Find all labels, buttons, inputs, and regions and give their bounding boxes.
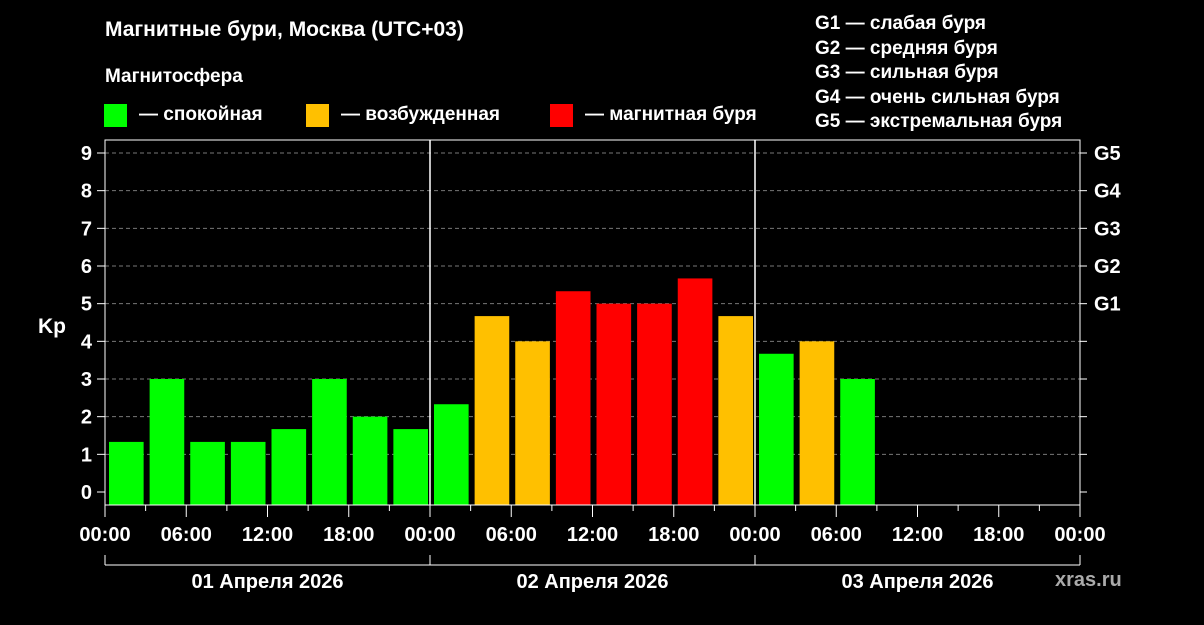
watermark: xras.ru	[1055, 569, 1122, 591]
legend-label-active: — возбужденная	[341, 104, 501, 125]
g-legend-g5: G5 — экстремальная буря	[815, 111, 1063, 133]
legend-item-storm: — магнитная буря	[550, 102, 757, 128]
g-scale-legend: G1 — слабая буря G2 — средняя буря G3 — …	[815, 12, 1062, 135]
legend-swatch-storm	[550, 103, 573, 127]
x-tick-label: 06:00	[811, 524, 862, 546]
g-legend-g1: G1 — слабая буря	[815, 13, 987, 34]
y-tick-label: 0	[81, 482, 92, 504]
bar	[434, 404, 469, 505]
chart-subtitle: Магнитосфера	[105, 66, 243, 87]
right-tick-label: G4	[1094, 181, 1122, 203]
bar	[474, 316, 510, 505]
y-tick-label: 5	[81, 294, 92, 316]
bar	[677, 278, 713, 505]
right-tick-label: G5	[1094, 143, 1121, 165]
legend-swatch-active	[306, 103, 329, 127]
bar	[271, 429, 307, 505]
y-tick-label: 2	[81, 407, 92, 429]
bar	[759, 353, 794, 505]
x-tick-label: 12:00	[242, 524, 293, 546]
x-tick-label: 00:00	[79, 524, 130, 546]
y-axis-label: Kp	[38, 315, 66, 338]
legend-label-storm: — магнитная буря	[585, 104, 757, 125]
right-tick-label: G3	[1094, 218, 1121, 240]
bar	[230, 441, 266, 505]
bar	[555, 291, 591, 505]
day-label: 03 Апреля 2026	[841, 571, 993, 593]
legend-item-active: — возбужденная	[306, 102, 500, 128]
x-tick-label: 00:00	[404, 524, 455, 546]
x-tick-label: 12:00	[892, 524, 943, 546]
bar	[149, 379, 185, 505]
bar	[109, 441, 144, 505]
bar	[352, 416, 388, 505]
bar	[393, 429, 428, 505]
x-tick-label: 06:00	[161, 524, 212, 546]
legend-item-quiet: — спокойная	[104, 102, 263, 128]
bar	[515, 341, 550, 505]
day-label: 02 Апреля 2026	[516, 571, 668, 593]
bar	[312, 379, 347, 505]
g-legend-g4: G4 — очень сильная буря	[815, 86, 1060, 108]
x-tick-label: 06:00	[486, 524, 537, 546]
g-legend-g3: G3 — сильная буря	[815, 62, 999, 84]
x-tick-label: 18:00	[648, 524, 699, 546]
bar	[718, 316, 753, 505]
y-tick-label: 1	[81, 444, 92, 466]
y-tick-label: 4	[81, 331, 93, 353]
g-legend-g2: G2 — средняя буря	[815, 37, 998, 59]
bar	[596, 303, 632, 505]
bar	[637, 303, 672, 505]
y-tick-label: 8	[81, 181, 92, 203]
y-tick-label: 6	[81, 256, 92, 278]
y-tick-label: 7	[81, 218, 92, 240]
y-tick-label: 3	[81, 369, 92, 391]
x-tick-label: 18:00	[973, 524, 1024, 546]
x-tick-label: 00:00	[1054, 524, 1105, 546]
x-tick-label: 18:00	[323, 524, 374, 546]
right-tick-label: G1	[1094, 294, 1121, 316]
chart-title: Магнитные бури, Москва (UTC+03)	[105, 18, 464, 41]
day-label: 01 Апреля 2026	[191, 571, 343, 593]
right-tick-label: G2	[1094, 256, 1121, 278]
x-tick-label: 00:00	[729, 524, 780, 546]
bar	[840, 379, 875, 505]
x-tick-label: 12:00	[567, 524, 618, 546]
y-tick-label: 9	[81, 143, 92, 165]
bar	[799, 341, 835, 505]
legend-label-quiet: — спокойная	[139, 104, 263, 125]
legend-swatch-quiet	[104, 103, 127, 127]
bar	[190, 441, 225, 505]
